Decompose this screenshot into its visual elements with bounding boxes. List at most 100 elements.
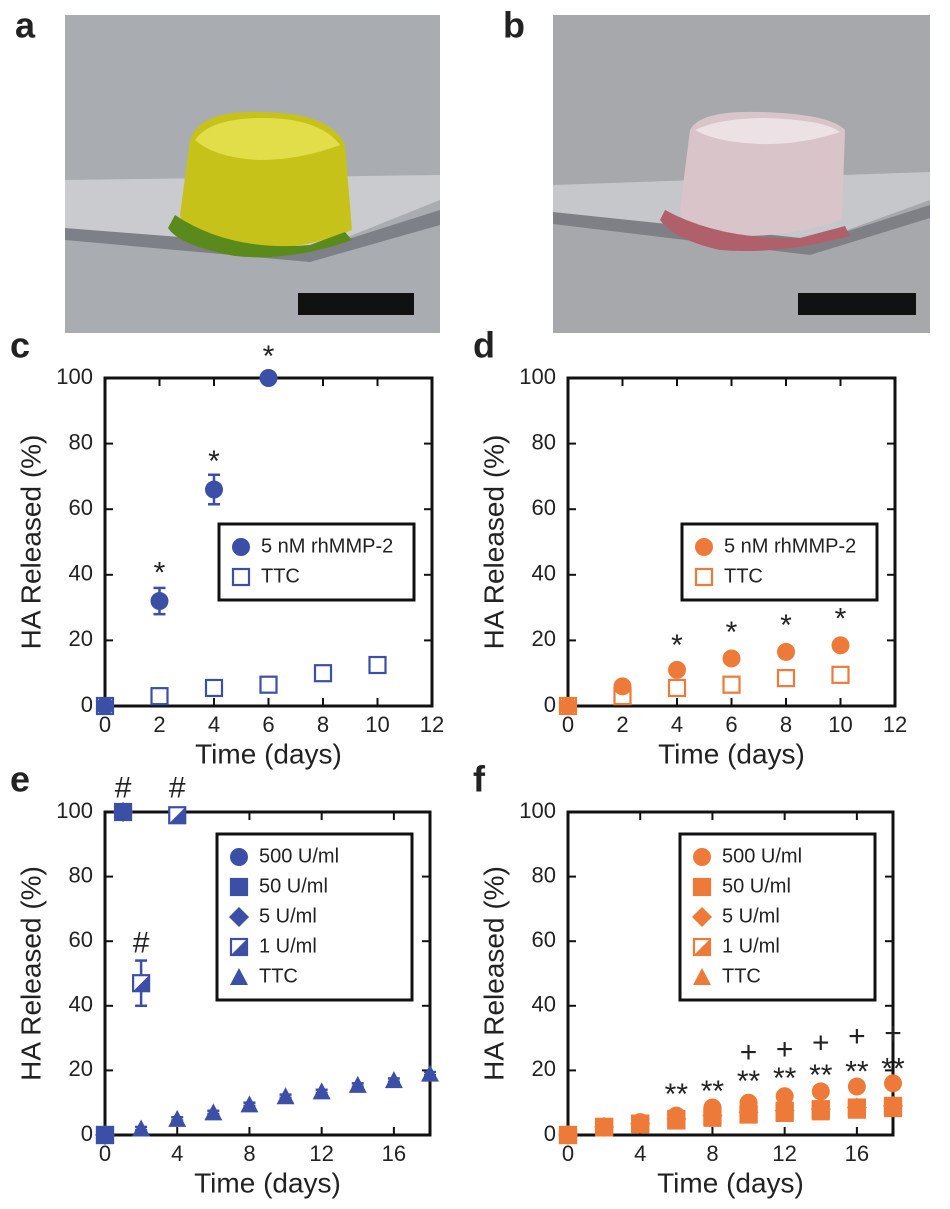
- data-point-part: [96, 697, 114, 715]
- data-point: [132, 1119, 151, 1137]
- legend-marker: [232, 538, 250, 556]
- x-tick-label: 0: [562, 712, 574, 737]
- legend-marker: [229, 907, 249, 927]
- legend-marker: [693, 968, 711, 985]
- legend-label: 5 U/ml: [722, 905, 780, 927]
- panel-label: a: [15, 5, 36, 46]
- data-point: [559, 697, 577, 715]
- legend-marker: [229, 937, 249, 957]
- y-tick-label: 100: [519, 364, 556, 389]
- data-point-part: [368, 655, 387, 675]
- legend-marker: [692, 907, 712, 927]
- legend-marker: [231, 567, 251, 587]
- y-tick-label: 80: [532, 862, 556, 887]
- data-point-part: [384, 1071, 403, 1089]
- data-point-part: [204, 678, 224, 698]
- annotation: *: [154, 557, 166, 590]
- panel-label: b: [503, 5, 525, 46]
- data-point: [883, 1096, 903, 1116]
- legend-label: 50 U/ml: [259, 875, 328, 897]
- data-point: [775, 1087, 794, 1106]
- data-point: [831, 665, 850, 684]
- data-point: [168, 1109, 187, 1127]
- data-point: [368, 655, 387, 675]
- y-tick-label: 20: [532, 626, 556, 651]
- data-point-part: [722, 675, 741, 694]
- annotation: *: [208, 445, 220, 478]
- legend-label: TTC: [724, 565, 763, 587]
- y-tick-label: 60: [532, 927, 556, 952]
- y-axis-label: HA Released (%): [478, 435, 509, 650]
- x-tick-label: 12: [420, 712, 444, 737]
- data-point: [811, 1082, 830, 1101]
- annotation: *: [726, 616, 738, 649]
- data-point-part: [613, 677, 632, 696]
- data-point: [847, 1077, 866, 1096]
- data-point-part: [312, 1082, 331, 1100]
- data-point: [811, 1100, 830, 1119]
- legend-marker-part: [695, 538, 713, 556]
- legend-box: [215, 832, 414, 1002]
- legend-marker: [230, 848, 248, 866]
- data-point-part: [205, 480, 223, 499]
- x-tick-label: 8: [780, 712, 792, 737]
- x-axis-label: Time (days): [658, 738, 805, 769]
- data-point: [114, 803, 133, 821]
- legend-marker-part: [231, 567, 251, 587]
- legend-marker: [229, 877, 249, 897]
- x-tick-label: 4: [634, 1141, 646, 1166]
- panel-label: e: [10, 759, 30, 800]
- legend-label: TTC: [259, 965, 298, 987]
- x-tick-label: 4: [208, 712, 220, 737]
- data-point-part: [775, 1087, 794, 1106]
- data-point-part: [631, 1113, 650, 1132]
- data-point-part: [722, 649, 741, 668]
- legend-marker: [693, 848, 711, 866]
- x-axis-label: Time (days): [657, 1167, 804, 1198]
- data-point: [776, 669, 796, 688]
- data-point: [722, 675, 741, 694]
- legend-marker-part: [693, 848, 711, 866]
- legend-marker: [695, 538, 713, 556]
- x-tick-label: 2: [153, 712, 165, 737]
- y-tick-label: 60: [532, 495, 556, 520]
- annotation: +: [812, 1026, 830, 1059]
- plot-frame: [566, 810, 895, 1137]
- data-point-part: [595, 1117, 614, 1136]
- data-point-part: [831, 665, 850, 684]
- annotation: **: [737, 1065, 761, 1098]
- annotation: **: [701, 1075, 725, 1108]
- y-tick-label: 0: [544, 692, 556, 717]
- data-point: [348, 1075, 367, 1093]
- data-point-part: [132, 1119, 151, 1137]
- data-point: [421, 1064, 439, 1082]
- legend-label: TTC: [261, 565, 300, 587]
- x-axis-label: Time (days): [194, 1167, 341, 1198]
- data-point-part: [703, 1098, 722, 1117]
- y-tick-label: 80: [532, 429, 556, 454]
- data-point-part: [168, 1109, 187, 1127]
- y-tick-label: 80: [69, 862, 93, 887]
- annotation: *: [835, 603, 847, 636]
- panel-label: c: [10, 325, 30, 366]
- y-tick-label: 20: [69, 1056, 93, 1081]
- data-point: [204, 678, 224, 698]
- data-point: [777, 642, 795, 661]
- legend-marker: [230, 968, 248, 985]
- data-point: [595, 1117, 614, 1136]
- data-point: [150, 687, 169, 706]
- annotation: *: [780, 609, 792, 642]
- data-point: [168, 806, 187, 825]
- y-tick-label: 40: [532, 561, 556, 586]
- data-point-part: [811, 1100, 830, 1119]
- x-tick-label: 8: [317, 712, 329, 737]
- data-point-part: [133, 975, 150, 992]
- data-point: [96, 1126, 114, 1144]
- y-tick-label: 100: [56, 364, 93, 389]
- data-point-part: [240, 1095, 259, 1113]
- data-point-part: [831, 636, 850, 655]
- annotation: #: [115, 771, 132, 804]
- legend-box: [217, 522, 416, 602]
- annotation: **: [773, 1062, 797, 1095]
- data-point-part: [667, 678, 687, 698]
